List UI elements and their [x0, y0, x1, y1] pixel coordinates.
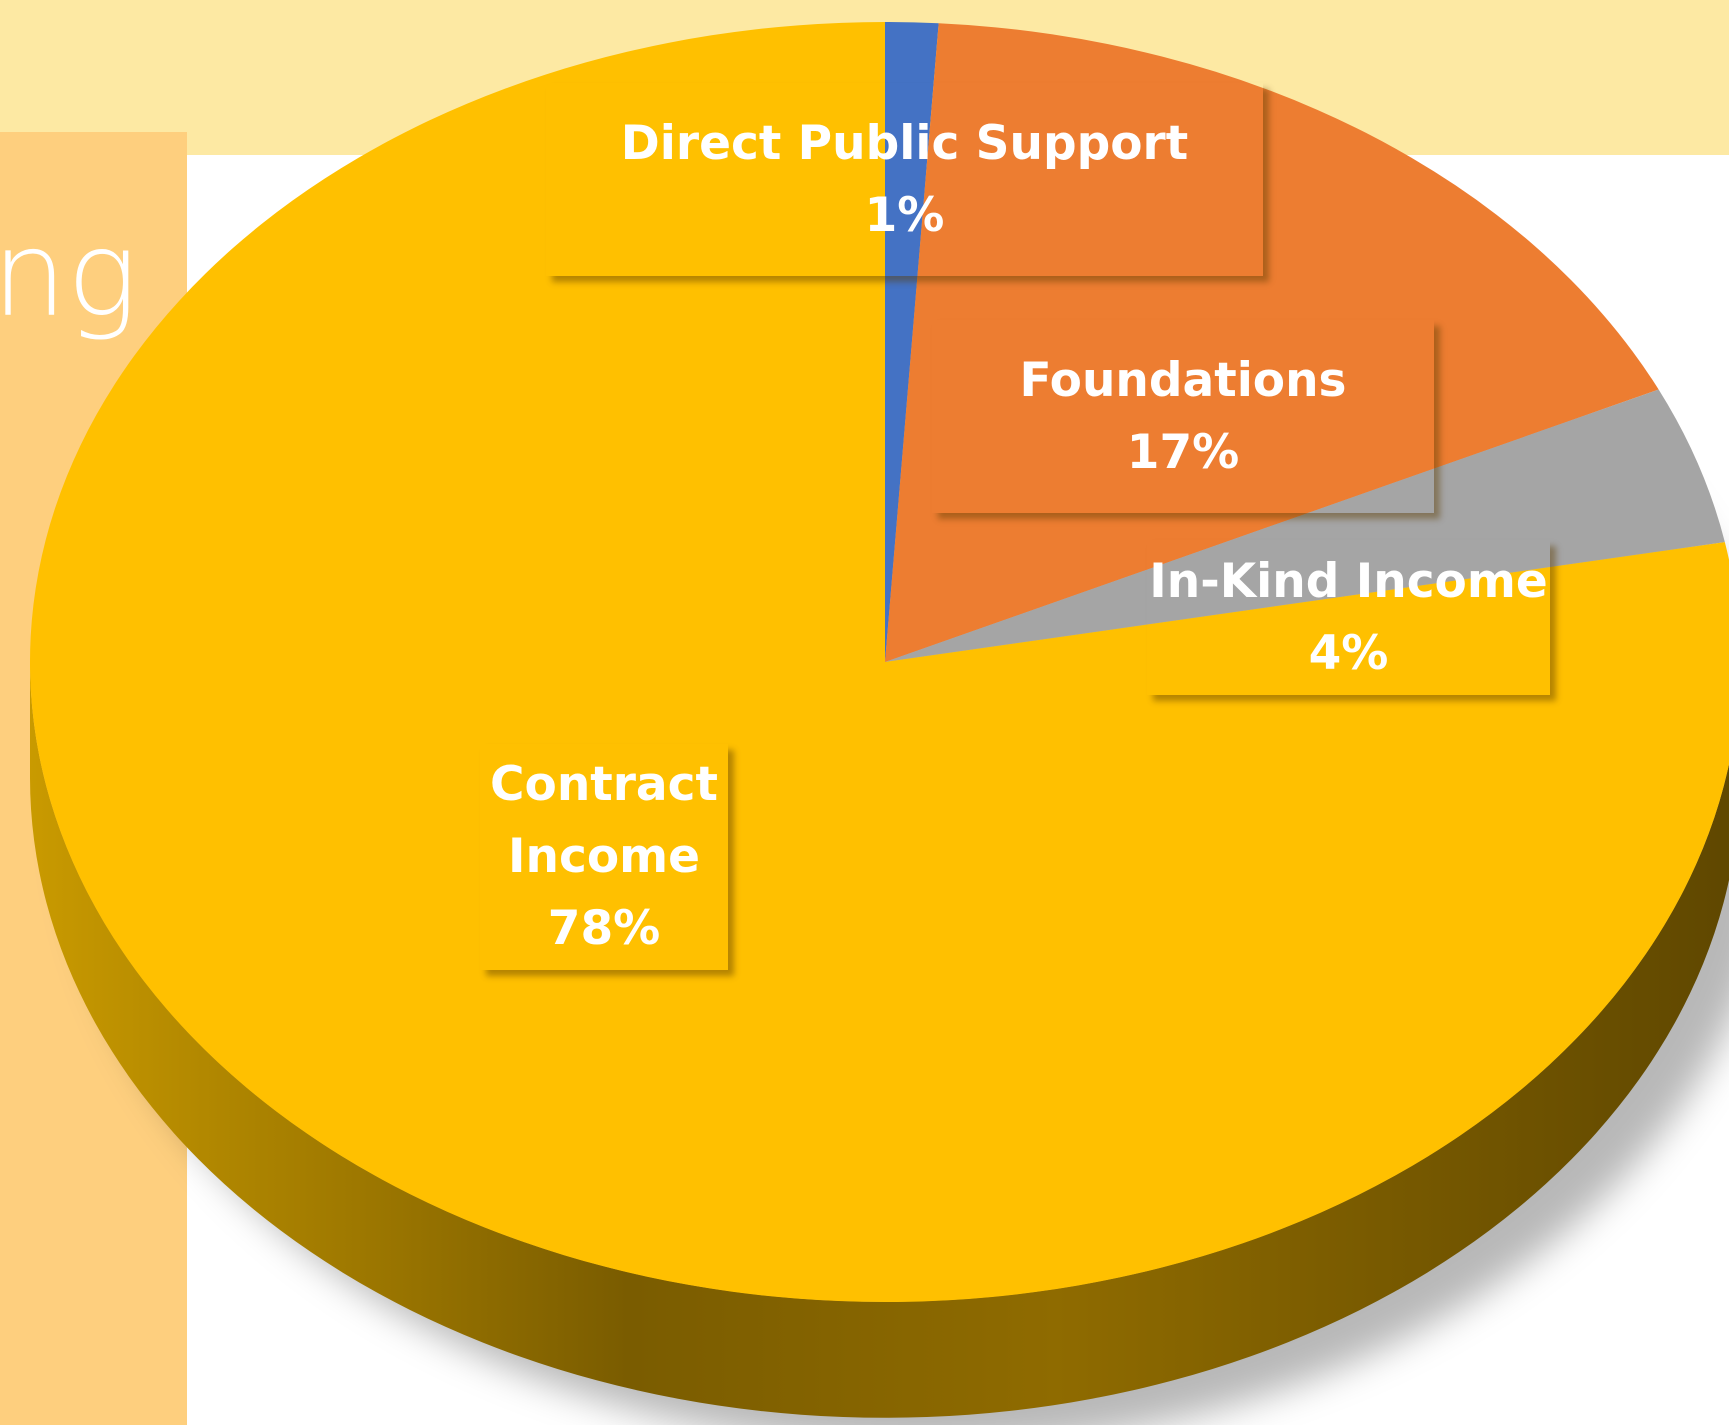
data-label: Direct Public Support 1%	[546, 83, 1263, 276]
label-category: Direct Public Support	[620, 115, 1189, 171]
pie-slice	[885, 22, 939, 662]
data-label: Contract Income 78%	[480, 744, 728, 970]
data-label: In-Kind Income 4%	[1147, 540, 1550, 695]
pie-wall	[30, 662, 1729, 1418]
label-category: In-Kind Income	[1149, 553, 1548, 609]
pie-slice	[885, 23, 1659, 663]
data-label: Foundations 17%	[932, 320, 1434, 513]
label-value: 17%	[1126, 424, 1240, 480]
label-value: 4%	[1308, 625, 1389, 681]
label-value: 78%	[547, 901, 661, 956]
label-value: 1%	[864, 187, 945, 243]
label-category: Contract Income	[490, 757, 718, 884]
side-title: ng	[0, 205, 138, 343]
pie-slice	[30, 22, 1729, 1302]
label-category: Foundations	[1019, 352, 1347, 408]
pie-slice	[885, 389, 1725, 662]
